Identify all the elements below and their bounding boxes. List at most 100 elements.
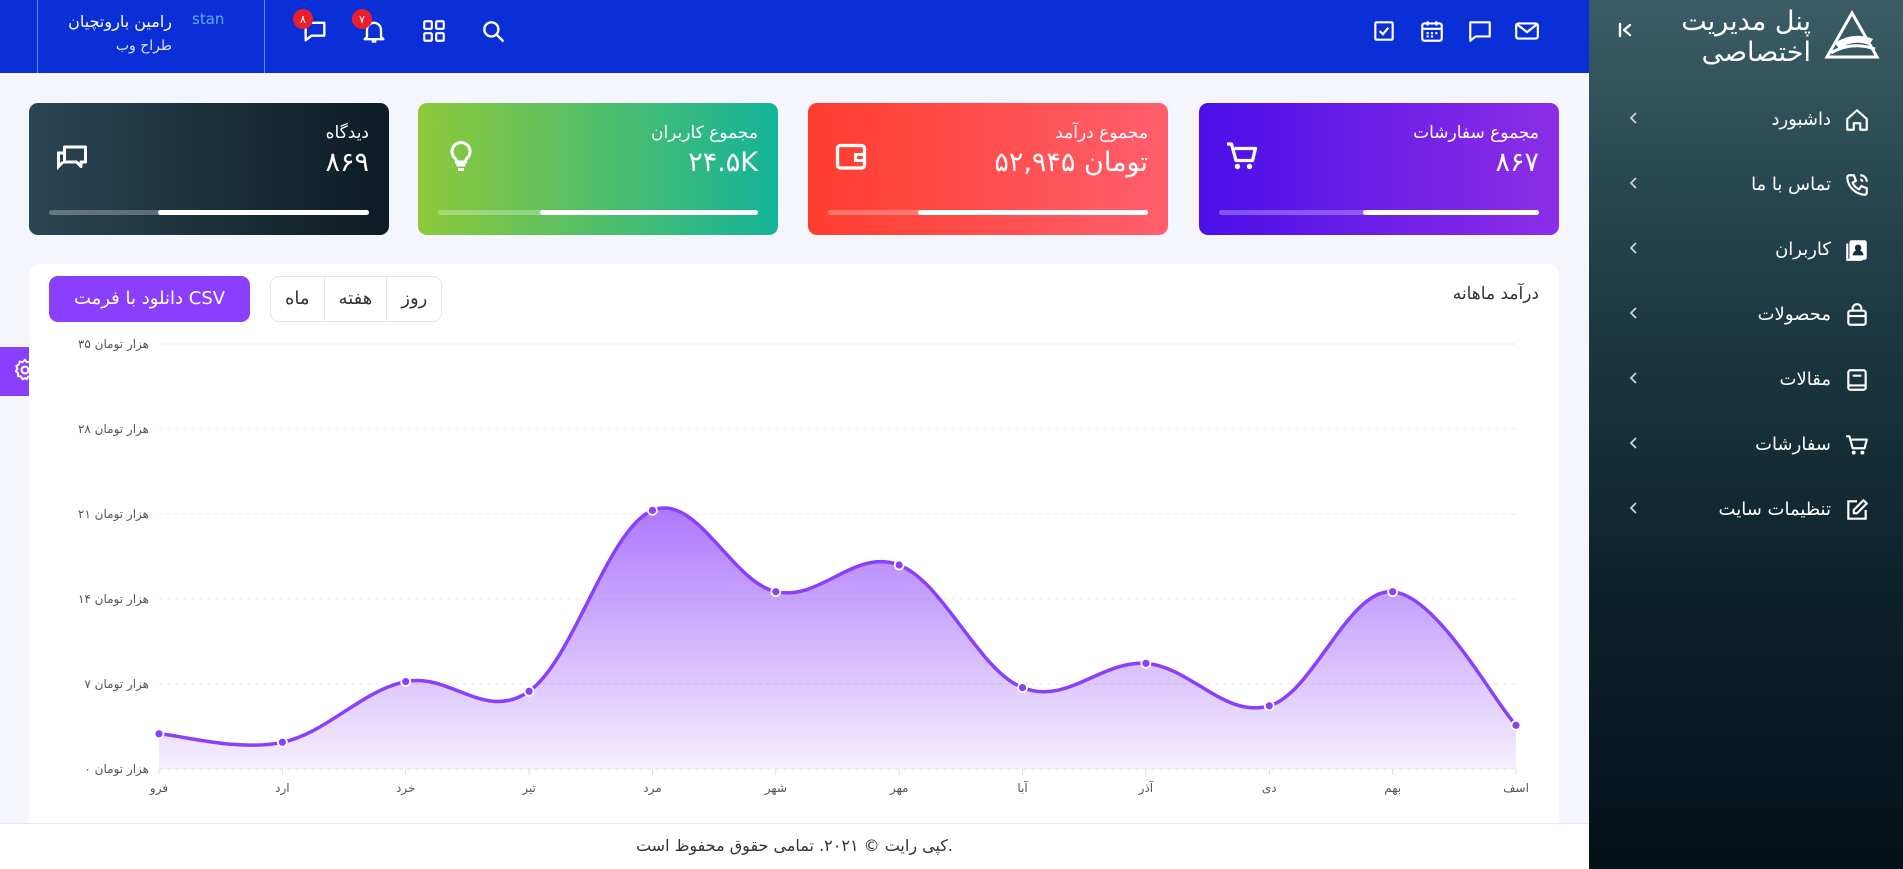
x-tick-label: دی <box>1262 781 1277 795</box>
sidebar-item-label: مقالات <box>1779 369 1831 390</box>
data-point <box>1263 700 1275 712</box>
tab-month[interactable]: ماه <box>271 277 325 321</box>
chevron-left-icon <box>1625 109 1643 127</box>
user-role: طراح وب <box>115 38 172 54</box>
sidebar-item-label: محصولات <box>1757 304 1831 325</box>
sidebar-item-products[interactable]: محصولات <box>1589 282 1903 347</box>
chevron-left-icon <box>1625 304 1643 322</box>
card-total-users: مجموع کاربران ۲۴.۵K <box>418 103 778 235</box>
search-button[interactable] <box>476 16 510 50</box>
user-name: رامین باروتچیان <box>68 12 172 31</box>
y-tick-label: ۲۱ هزار تومان <box>78 507 149 522</box>
card-progress-fill <box>917 210 1148 215</box>
sidebar-item-dashboard[interactable]: داشبورد <box>1589 87 1903 152</box>
card-progress-track <box>828 210 1148 215</box>
cart-icon <box>1843 431 1871 459</box>
card-total-revenue: مجموع درآمد ۵۲,۹۴۵ تومان <box>808 103 1168 235</box>
brand: پنل مدیریت اختصاصی <box>1589 0 1903 73</box>
footer: کپی رایت © ۲۰۲۱. تمامی حقوق محفوظ است. <box>0 823 1589 869</box>
messages-button[interactable]: ۸ <box>293 9 332 50</box>
apps-button[interactable] <box>417 16 451 50</box>
bulb-icon <box>438 133 484 179</box>
chevron-left-icon <box>1625 499 1643 517</box>
x-tick-label: ارد <box>275 781 289 796</box>
copyright-text: کپی رایت © ۲۰۲۱. تمامی حقوق محفوظ است. <box>635 836 954 855</box>
chat-icon <box>301 17 329 49</box>
monthly-revenue-panel: درآمد ماهانه دانلود با فرمت CSV ماه هفته… <box>29 264 1559 844</box>
x-tick-label: اسف <box>1503 781 1529 795</box>
card-value: ۵۲,۹۴۵ تومان <box>994 147 1148 178</box>
y-tick-label: ۳۵ هزار تومان <box>78 337 149 352</box>
card-title: مجموع سفارشات <box>1413 123 1539 143</box>
contacts-icon <box>1843 236 1871 264</box>
sidebar: پنل مدیریت اختصاصی داشبورد تماس با ما کا… <box>1589 0 1903 869</box>
card-progress-track <box>1219 210 1539 215</box>
y-tick-label: ۰ هزار تومان <box>84 762 149 777</box>
sidebar-item-articles[interactable]: مقالات <box>1589 347 1903 412</box>
mail-button[interactable] <box>1510 16 1544 50</box>
wallet-icon <box>828 133 874 179</box>
data-point <box>523 685 535 697</box>
card-progress-fill <box>1363 210 1539 215</box>
notifications-button[interactable]: ۷ <box>352 9 391 50</box>
sidebar-item-site-settings[interactable]: تنظیمات سایت <box>1589 477 1903 542</box>
y-tick-label: ۲۸ هزار تومان <box>78 422 149 437</box>
notifications-badge: ۷ <box>352 9 372 29</box>
chevron-left-icon <box>1625 239 1643 257</box>
data-point <box>1140 657 1152 669</box>
sidebar-item-label: کاربران <box>1775 239 1831 260</box>
sidebar-item-label: داشبورد <box>1771 109 1831 130</box>
checkbox-icon <box>1371 18 1397 48</box>
user-profile[interactable]: stan رامین باروتچیان طراح وب <box>37 0 265 73</box>
sidebar-item-users[interactable]: کاربران <box>1589 217 1903 282</box>
grid-icon <box>421 18 447 48</box>
x-tick-label: خرد <box>396 781 415 796</box>
x-tick-label: فرو <box>149 781 168 796</box>
data-point <box>770 586 782 598</box>
collapse-sidebar-icon[interactable] <box>1613 18 1637 42</box>
sidebar-item-orders[interactable]: سفارشات <box>1589 412 1903 477</box>
cart-icon <box>1219 133 1265 179</box>
messages-badge: ۸ <box>293 9 313 29</box>
card-progress-fill <box>540 210 758 215</box>
data-point <box>1017 682 1028 694</box>
tasks-button[interactable] <box>1367 16 1401 50</box>
card-progress-track <box>49 210 369 215</box>
card-progress-track <box>438 210 758 215</box>
chat-bubble-icon <box>1467 18 1493 48</box>
chat-button[interactable] <box>1463 16 1497 50</box>
x-tick-label: مهر <box>889 781 909 796</box>
brand-logo-icon <box>1823 9 1881 65</box>
calendar-button[interactable] <box>1415 16 1449 50</box>
card-title: مجموع درآمد <box>1055 123 1148 143</box>
panel-title: درآمد ماهانه <box>1452 284 1539 304</box>
phone-icon <box>1843 171 1871 199</box>
y-tick-label: ۱۴ هزار تومان <box>78 592 149 607</box>
period-tabs: ماه هفته روز <box>270 276 443 322</box>
search-icon <box>480 18 506 48</box>
x-tick-label: مرد <box>643 781 661 796</box>
home-icon <box>1843 106 1871 134</box>
calendar-icon <box>1419 18 1445 48</box>
card-title: مجموع کاربران <box>650 123 758 143</box>
card-value: ۲۴.۵K <box>688 147 758 178</box>
card-value: ۸۶۷ <box>1495 147 1539 178</box>
sidebar-item-label: تنظیمات سایت <box>1718 499 1831 520</box>
download-csv-button[interactable]: دانلود با فرمت CSV <box>49 276 250 322</box>
tab-week[interactable]: هفته <box>325 277 388 321</box>
card-value: ۸۶۹ <box>325 147 369 178</box>
x-tick-label: بهم <box>1384 781 1401 795</box>
card-total-orders: مجموع سفارشات ۸۶۷ <box>1199 103 1559 235</box>
sidebar-item-label: تماس با ما <box>1751 174 1831 195</box>
tab-day[interactable]: روز <box>401 288 428 309</box>
x-tick-label: آبا <box>1017 780 1028 795</box>
chevron-left-icon <box>1625 369 1643 387</box>
edit-icon <box>1843 496 1871 524</box>
sidebar-item-contact[interactable]: تماس با ما <box>1589 152 1903 217</box>
card-comments: دیدگاه ۸۶۹ <box>29 103 389 235</box>
series-area <box>159 507 1516 769</box>
data-point <box>1387 586 1399 598</box>
avatar: stan <box>192 10 225 28</box>
data-point <box>647 504 658 516</box>
data-point <box>893 559 905 571</box>
